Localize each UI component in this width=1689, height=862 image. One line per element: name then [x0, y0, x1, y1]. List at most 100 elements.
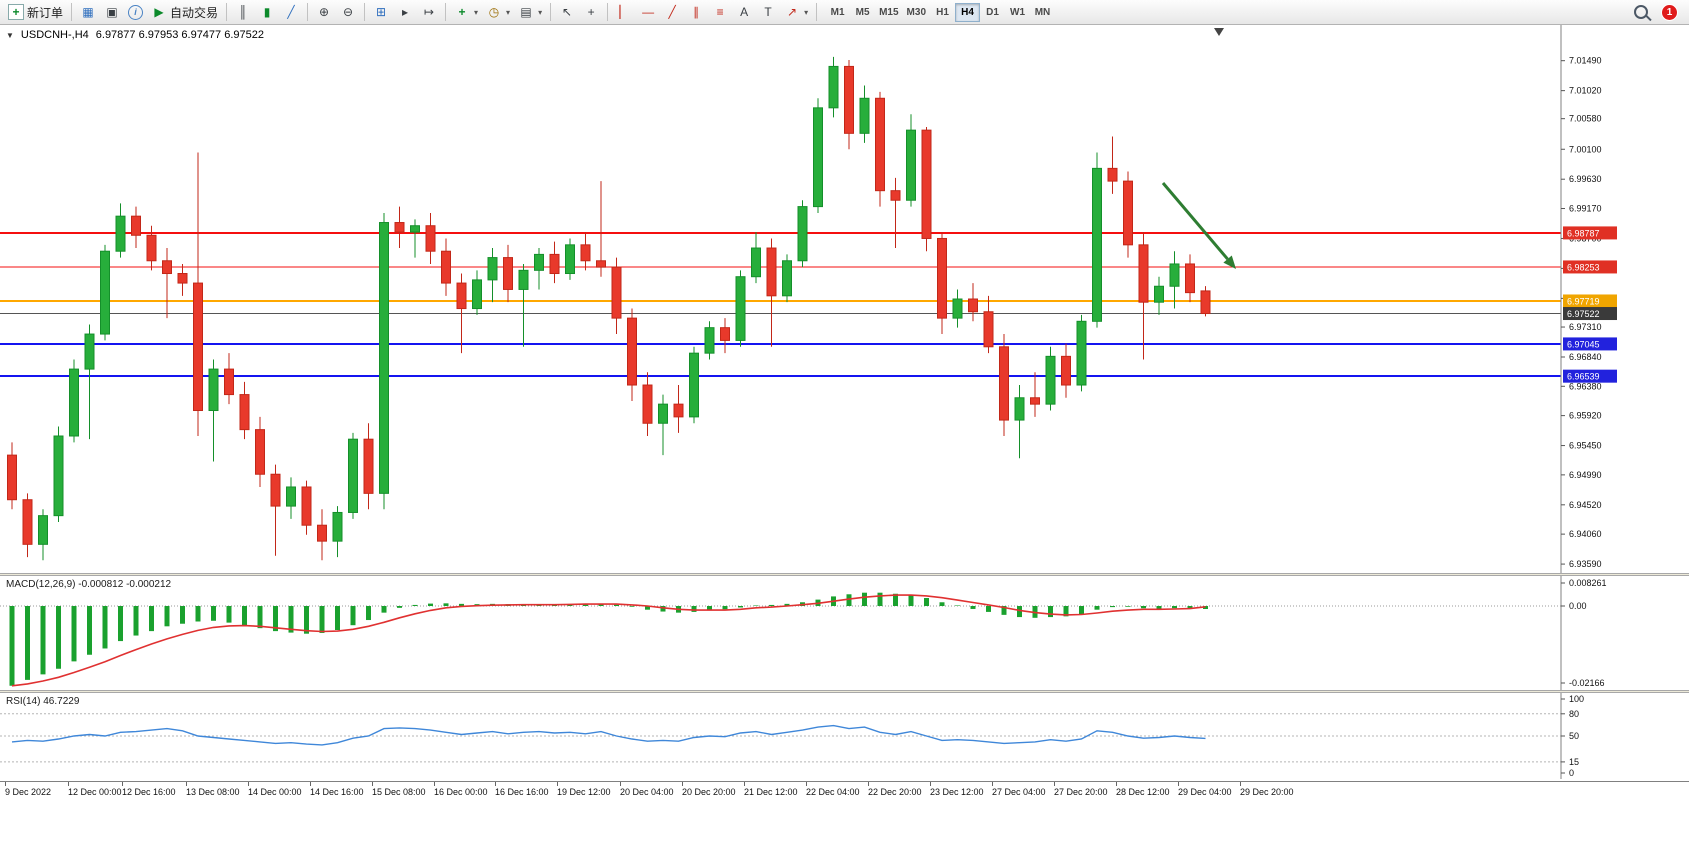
timeframe-toolbar: M1 M5 M15 M30 H1 H4 D1 W1 MN: [825, 2, 1055, 22]
candle-body: [673, 403, 684, 418]
auto-trading-button[interactable]: ▶ 自动交易: [147, 2, 222, 22]
bar-chart-icon: ║: [238, 5, 248, 19]
chart-menu-icon[interactable]: ▼: [6, 30, 14, 40]
tf-h4-button[interactable]: H4: [955, 2, 980, 22]
line-chart-button[interactable]: ╱: [279, 2, 303, 22]
time-axis[interactable]: 9 Dec 2022 12 Dec 00:00 12 Dec 16:00 13 Dec…: [0, 781, 1689, 806]
candle-body: [53, 435, 64, 517]
zoom-in-button[interactable]: ⊕: [312, 2, 336, 22]
dropdown-caret-icon: ▾: [538, 7, 543, 17]
time-label: 20 Dec 04:00: [620, 782, 674, 797]
search-button[interactable]: [1630, 2, 1652, 22]
horizontal-line-tool-button[interactable]: —: [636, 2, 660, 22]
cursor-tool-button[interactable]: ↖: [555, 2, 579, 22]
candle-body: [549, 253, 560, 275]
text-icon: A: [740, 5, 749, 19]
panel-separator[interactable]: [0, 690, 1689, 693]
price-scale-label: 6.94060: [1569, 529, 1602, 539]
profiles-icon: ▣: [106, 5, 118, 19]
time-label: 15 Dec 08:00: [372, 782, 426, 797]
price-level-box: [1563, 226, 1617, 240]
tf-mn-button[interactable]: MN: [1030, 3, 1055, 22]
candle-body: [1123, 180, 1133, 246]
time-label: 13 Dec 08:00: [186, 782, 240, 797]
candle-body: [534, 253, 544, 271]
candle-body: [844, 65, 854, 134]
shift-marker[interactable]: [1214, 28, 1224, 36]
rsi-scale-label: 15: [1569, 757, 1579, 767]
time-label: 14 Dec 00:00: [248, 782, 302, 797]
candle-body: [379, 222, 389, 494]
fibonacci-icon: ≡: [716, 5, 724, 19]
new-order-button[interactable]: + 新订单: [4, 2, 67, 22]
bar-chart-button[interactable]: ║: [231, 2, 255, 22]
candle-body: [441, 250, 451, 284]
notification-badge[interactable]: 1: [1662, 4, 1677, 20]
panel-separator[interactable]: [0, 573, 1689, 576]
price-scale-label: 7.01490: [1569, 56, 1602, 66]
candle-body: [627, 317, 637, 386]
arrows-tool-button[interactable]: ↗ ▾: [780, 2, 812, 22]
fibonacci-tool-button[interactable]: ≡: [708, 2, 732, 22]
candle-body: [100, 250, 110, 335]
candle-body: [704, 327, 715, 354]
candle-body: [813, 107, 823, 208]
vertical-line-tool-button[interactable]: ▏: [612, 2, 636, 22]
time-label: 21 Dec 12:00: [744, 782, 798, 797]
data-window-button[interactable]: i: [124, 2, 147, 22]
trend-arrow-line[interactable]: [1161, 182, 1229, 261]
tf-d1-button[interactable]: D1: [980, 3, 1005, 22]
chart-window: ▼ USDCNH-,H4 6.97877 6.97953 6.97477 6.9…: [0, 25, 1689, 862]
channel-tool-button[interactable]: ∥: [684, 2, 708, 22]
candle-body: [363, 438, 374, 494]
auto-scroll-button[interactable]: ▸: [393, 2, 417, 22]
chart-shift-button[interactable]: ↦: [417, 2, 441, 22]
price-scale-label: 7.01020: [1569, 86, 1602, 96]
tf-m1-button[interactable]: M1: [825, 3, 850, 22]
tile-windows-button[interactable]: ⊞: [369, 2, 393, 22]
candlestick-chart-button[interactable]: ▮: [255, 2, 279, 22]
candle-body: [332, 511, 343, 542]
templates-button[interactable]: ▤ ▾: [514, 2, 546, 22]
candle-body: [580, 244, 591, 262]
candle-body: [921, 129, 932, 239]
tf-h1-button[interactable]: H1: [930, 3, 955, 22]
charts-button[interactable]: ▦: [76, 2, 100, 22]
trend-arrow-head[interactable]: [1223, 255, 1236, 269]
zoom-out-icon: ⊖: [343, 5, 354, 19]
price-scale-label: 6.96840: [1569, 352, 1602, 362]
crosshair-tool-button[interactable]: +: [579, 2, 603, 22]
price-scale-label: 6.99630: [1569, 174, 1602, 184]
candle-body: [658, 403, 668, 424]
price-chart[interactable]: 7.01490 7.01020 7.00580 7.00100 6.99630 6.991…: [0, 25, 1689, 573]
candle-body: [1030, 397, 1040, 405]
tf-m15-button[interactable]: M15: [875, 3, 902, 22]
label-tool-button[interactable]: T: [756, 2, 780, 22]
tf-m30-button[interactable]: M30: [903, 3, 930, 22]
candle-body: [1185, 263, 1195, 294]
candle-body: [131, 215, 141, 236]
macd-panel[interactable]: 0.008261 0.00 -0.02166: [0, 576, 1689, 690]
dropdown-caret-icon: ▾: [474, 7, 479, 17]
channel-icon: ∥: [693, 5, 700, 19]
macd-scale-label: 0.00: [1569, 601, 1587, 611]
candle-body: [146, 234, 157, 262]
candle-body: [286, 486, 296, 507]
profiles-button[interactable]: ▣: [100, 2, 124, 22]
periods-button[interactable]: ◷ ▾: [482, 2, 514, 22]
candle-body: [735, 276, 746, 341]
cursor-icon: ↖: [562, 5, 573, 19]
toolbar-separator: [307, 3, 309, 21]
rsi-panel[interactable]: 100 80 50 150: [0, 693, 1689, 779]
time-label: 22 Dec 04:00: [806, 782, 860, 797]
indicators-button[interactable]: + ▾: [450, 2, 482, 22]
charts-icon: ▦: [82, 5, 94, 19]
tf-w1-button[interactable]: W1: [1005, 3, 1030, 22]
time-label: 27 Dec 04:00: [992, 782, 1046, 797]
tf-m5-button[interactable]: M5: [850, 3, 875, 22]
candle-body: [162, 260, 172, 275]
zoom-out-button[interactable]: ⊖: [336, 2, 360, 22]
price-scale-label: 6.94990: [1569, 470, 1602, 480]
trendline-tool-button[interactable]: ╱: [660, 2, 684, 22]
text-tool-button[interactable]: A: [732, 2, 756, 22]
